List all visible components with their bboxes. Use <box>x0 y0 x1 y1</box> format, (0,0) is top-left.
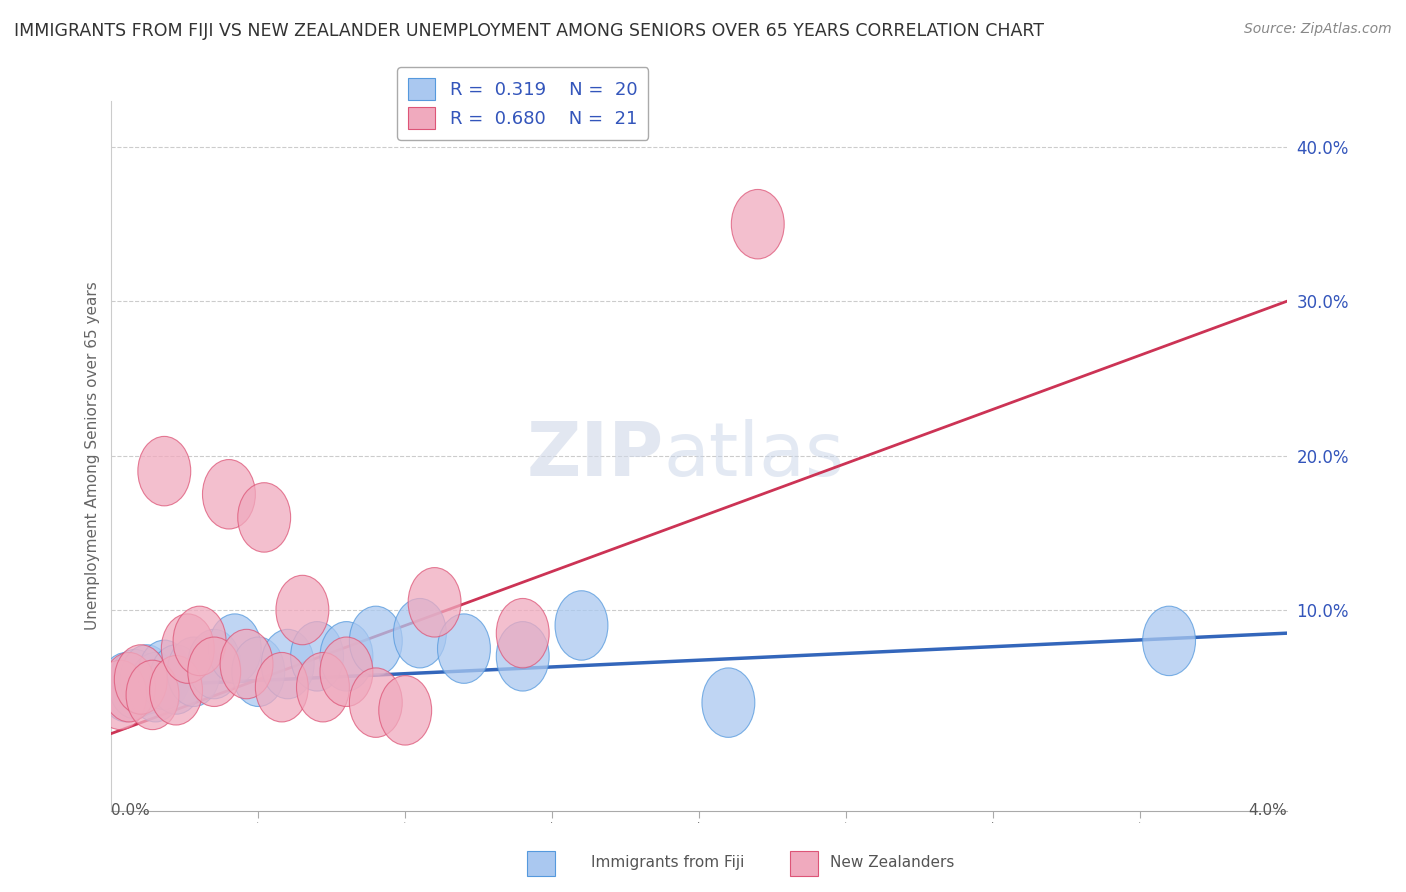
Ellipse shape <box>256 652 308 722</box>
Ellipse shape <box>232 637 285 706</box>
Ellipse shape <box>208 614 262 683</box>
Ellipse shape <box>138 640 191 709</box>
Text: IMMIGRANTS FROM FIJI VS NEW ZEALANDER UNEMPLOYMENT AMONG SENIORS OVER 65 YEARS C: IMMIGRANTS FROM FIJI VS NEW ZEALANDER UN… <box>14 22 1045 40</box>
Ellipse shape <box>162 614 214 683</box>
Ellipse shape <box>149 645 202 714</box>
Text: Immigrants from Fiji: Immigrants from Fiji <box>591 855 744 870</box>
Ellipse shape <box>731 189 785 259</box>
Ellipse shape <box>408 567 461 637</box>
Ellipse shape <box>496 599 550 668</box>
Ellipse shape <box>378 675 432 745</box>
Text: New Zealanders: New Zealanders <box>830 855 953 870</box>
Text: 0.0%: 0.0% <box>111 804 150 818</box>
Ellipse shape <box>555 591 607 660</box>
Ellipse shape <box>202 459 256 529</box>
Ellipse shape <box>291 622 343 691</box>
Ellipse shape <box>188 637 240 706</box>
Ellipse shape <box>1143 607 1195 675</box>
Ellipse shape <box>129 652 181 722</box>
Ellipse shape <box>394 599 446 668</box>
Ellipse shape <box>702 668 755 738</box>
Ellipse shape <box>167 637 221 706</box>
Ellipse shape <box>173 607 226 675</box>
Ellipse shape <box>138 436 191 506</box>
Ellipse shape <box>297 652 349 722</box>
Ellipse shape <box>103 652 156 722</box>
Text: atlas: atlas <box>664 419 845 492</box>
Ellipse shape <box>437 614 491 683</box>
Ellipse shape <box>94 660 146 730</box>
Ellipse shape <box>349 607 402 675</box>
Text: Source: ZipAtlas.com: Source: ZipAtlas.com <box>1244 22 1392 37</box>
Ellipse shape <box>108 649 162 719</box>
Y-axis label: Unemployment Among Seniors over 65 years: Unemployment Among Seniors over 65 years <box>86 281 100 630</box>
Ellipse shape <box>276 575 329 645</box>
Ellipse shape <box>496 622 550 691</box>
Legend: R =  0.319    N =  20, R =  0.680    N =  21: R = 0.319 N = 20, R = 0.680 N = 21 <box>398 67 648 140</box>
Ellipse shape <box>149 656 202 725</box>
Ellipse shape <box>114 645 167 714</box>
Ellipse shape <box>188 630 240 698</box>
Ellipse shape <box>321 622 373 691</box>
Text: ZIP: ZIP <box>526 419 664 492</box>
Ellipse shape <box>121 645 173 714</box>
Ellipse shape <box>221 630 273 698</box>
Ellipse shape <box>321 637 373 706</box>
Ellipse shape <box>127 660 179 730</box>
Ellipse shape <box>349 668 402 738</box>
Ellipse shape <box>262 630 314 698</box>
Text: 4.0%: 4.0% <box>1249 804 1286 818</box>
Ellipse shape <box>238 483 291 552</box>
Ellipse shape <box>100 652 152 722</box>
